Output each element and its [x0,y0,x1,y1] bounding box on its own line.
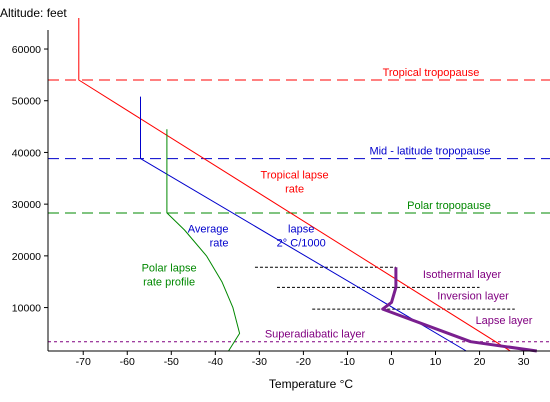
tropopause-label: Polar tropopause [407,200,491,212]
x-tick-label: 10 [430,356,442,368]
line-labels: Tropical tropopause Mid - latitude tropop… [265,67,533,341]
tropopause-label: Superadiabatic layer [265,329,366,341]
y-tick-label: 60000 [12,44,41,56]
x-axis-title: Temperature °C [269,377,353,391]
annotation: Average rate [188,224,229,250]
annotation-line: rate [210,238,229,250]
polar-line [166,129,241,352]
y-tick-label: 20000 [12,251,41,263]
x-tick-label: -10 [340,356,355,368]
tropopause-label: Tropical tropopause [383,67,480,79]
layer-label: Isothermal layer [423,269,502,281]
layer-label: Inversion layer [437,290,509,302]
annotation-line: lapse [288,224,314,236]
x-tick-label: -50 [164,356,179,368]
annotation: Tropical lapse rate [261,169,329,195]
annotation-line: Average [188,224,229,236]
x-tick-label: 0 [389,356,395,368]
y-axis-title: Altitude: feet [0,6,67,20]
annotation-line: rate [285,183,304,195]
x-tick-label: 30 [518,356,530,368]
tropopause-label: Mid - latitude tropopause [369,146,490,158]
x-tick-label: -40 [208,356,223,368]
series-group [78,18,538,353]
tropical-line [78,18,511,352]
y-tick-label: 30000 [12,199,41,211]
tick-labels: 10000 20000 30000 40000 50000 60000 -70 -60 -50 -… [12,44,530,368]
x-tick-label: -30 [252,356,267,368]
y-tick-label: 10000 [12,303,41,315]
annotations: Tropical lapse rate Average rate lapse 2° C/1… [142,169,329,288]
x-tick-label: -20 [296,356,311,368]
x-tick-label: -60 [120,356,135,368]
annotation: Polar lapse rate profile [142,262,197,288]
profile-line [381,267,538,353]
annotation-line: 2° C/1000 [277,238,326,250]
y-tick-label: 40000 [12,147,41,159]
annotation-line: rate profile [143,276,195,288]
annotation-line: Polar lapse [142,262,197,274]
layer-label: Lapse layer [476,315,533,327]
annotation: lapse 2° C/1000 [277,224,326,250]
y-tick-label: 50000 [12,96,41,108]
x-tick-label: 20 [474,356,486,368]
tropopause-lines [48,79,550,343]
axes [47,30,550,352]
midlat-line [140,96,467,352]
x-tick-label: -70 [76,356,91,368]
annotation-line: Tropical lapse [261,169,329,181]
